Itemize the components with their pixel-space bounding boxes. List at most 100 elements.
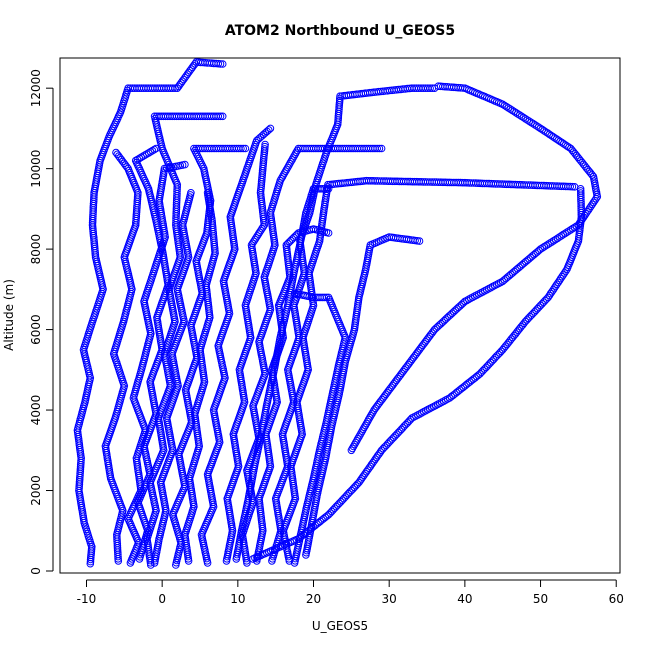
data-point [357,429,365,437]
data-point [519,113,528,122]
chart-title: ATOM2 Northbound U_GEOS5 [225,23,455,39]
data-point [517,112,526,121]
data-point [281,167,290,175]
data-point [568,182,577,191]
data-point [280,169,289,177]
data-point [549,286,558,294]
data-point [567,226,575,234]
data-point [527,118,535,127]
data-point [355,433,363,441]
data-point [577,189,585,197]
data-point [252,234,260,242]
data-point [436,82,445,91]
x-tick-label: 30 [382,592,397,606]
data-point [266,124,275,133]
data-point [561,229,569,238]
data-point [351,438,360,447]
x-axis-label: U_GEOS5 [312,619,368,633]
data-point [416,410,424,418]
data-point [292,148,301,157]
data-point [216,60,225,68]
data-point [131,156,140,165]
data-point [214,59,223,68]
data-point [361,421,370,430]
data-point [575,219,584,227]
data-point [550,236,558,245]
y-tick-label: 8000 [29,234,43,265]
data-point [587,202,595,210]
data-point [286,159,294,168]
data-point [260,145,269,153]
data-point [500,101,509,110]
data-point [322,185,331,193]
x-tick-label: -10 [77,592,97,606]
data-point [277,175,286,183]
data-point [324,229,333,237]
data-point [365,413,374,422]
data-point [369,408,377,416]
data-point [534,123,543,131]
data-point [241,144,250,153]
data-point [544,293,552,302]
data-point [525,117,534,125]
data-point [585,204,594,212]
data-point [563,228,571,236]
data-point [554,278,563,287]
data-point [290,152,298,160]
y-axis: 0 2000 4000 6000 8000 10000 12000 [29,69,54,575]
data-point [239,144,247,153]
data-point [515,111,524,119]
data-point [536,245,545,253]
data-point [533,122,541,130]
data-point [135,154,144,163]
data-point [557,232,566,240]
y-tick-label: 12000 [29,69,43,107]
data-point [279,171,288,179]
data-point [565,227,573,235]
data-point [187,189,195,197]
data-point [548,238,556,246]
data-point [463,296,471,305]
data-point [568,224,577,233]
data-point [548,288,556,296]
data-point [538,244,547,252]
data-point [514,110,522,118]
data-point [218,112,227,121]
data-point [553,280,561,289]
data-point [112,148,120,157]
data-point [359,425,368,434]
data-point [576,187,585,195]
data-point [504,104,513,112]
data-point [553,234,562,243]
data-point [368,410,376,418]
data-point [350,440,359,449]
data-point [559,230,568,239]
data-point [367,412,375,420]
data-point [257,226,265,235]
data-point [512,108,520,117]
data-point [276,176,285,185]
y-tick-label: 10000 [29,150,43,188]
data-point [560,269,569,277]
y-tick-label: 0 [29,567,43,575]
data-point [579,213,588,222]
x-tick-label: 40 [457,592,472,606]
data-point [508,106,517,115]
data-point [377,144,386,153]
data-point [214,112,223,121]
data-point [137,153,145,162]
x-axis: -10 0 10 20 30 40 50 60 [77,579,624,606]
data-point [584,206,593,214]
data-point [426,84,434,92]
data-point [255,228,264,237]
data-point [248,239,257,248]
data-point [551,235,560,244]
data-point [218,60,227,68]
data-point [216,112,225,121]
data-point [580,211,589,220]
data-point [364,415,373,424]
data-point [521,115,530,123]
data-point [540,242,549,251]
data-point [354,435,362,443]
data-point [546,239,554,247]
